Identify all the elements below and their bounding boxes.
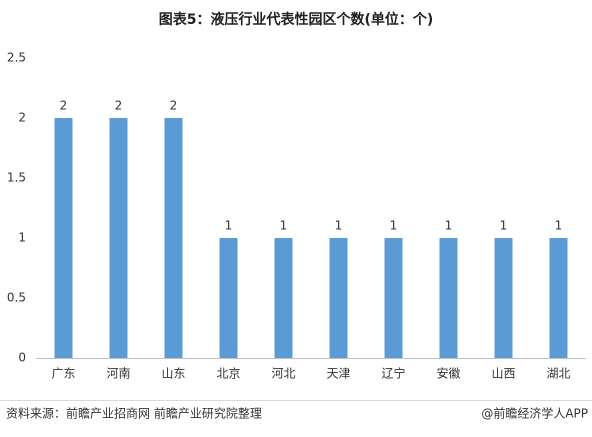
bar <box>54 118 73 358</box>
bar <box>384 238 403 358</box>
y-tick-label: 2.5 <box>7 51 26 65</box>
data-label: 1 <box>500 219 508 233</box>
data-label: 1 <box>445 219 453 233</box>
bar <box>329 238 348 358</box>
x-tick-label: 安徽 <box>436 366 460 381</box>
credit: @前瞻经济学人APP <box>481 406 588 421</box>
x-tick-label: 山东 <box>161 367 185 381</box>
bar <box>164 118 183 358</box>
bar <box>439 238 458 358</box>
bar <box>219 238 238 358</box>
y-tick-label: 2 <box>18 111 26 125</box>
x-tick-label: 山西 <box>491 367 515 381</box>
bar <box>549 238 568 358</box>
data-label: 2 <box>170 99 178 113</box>
x-tick-label: 河南 <box>106 366 130 381</box>
x-tick-label: 北京 <box>216 367 240 381</box>
y-tick-label: 1 <box>18 231 26 245</box>
source-note: 资料来源：前瞻产业招商网 前瞻产业研究院整理 <box>6 406 262 421</box>
x-tick-label: 天津 <box>326 367 350 381</box>
bar <box>109 118 128 358</box>
x-tick-label: 河北 <box>271 367 295 381</box>
x-tick-label: 湖北 <box>546 366 570 381</box>
data-label: 1 <box>335 219 343 233</box>
bar <box>274 238 293 358</box>
x-tick-label: 辽宁 <box>381 366 405 381</box>
y-tick-label: 0 <box>18 351 26 365</box>
data-label: 1 <box>390 219 398 233</box>
data-label: 1 <box>280 219 288 233</box>
y-tick-label: 0.5 <box>7 291 26 305</box>
data-label: 2 <box>115 99 123 113</box>
data-label: 1 <box>225 219 233 233</box>
x-tick-label: 广东 <box>51 367 75 381</box>
y-tick-label: 1.5 <box>7 171 26 185</box>
data-label: 2 <box>60 99 68 113</box>
chart-title: 图表5：液压行业代表性园区个数(单位：个) <box>159 11 434 28</box>
bar <box>494 238 513 358</box>
data-label: 1 <box>555 219 563 233</box>
